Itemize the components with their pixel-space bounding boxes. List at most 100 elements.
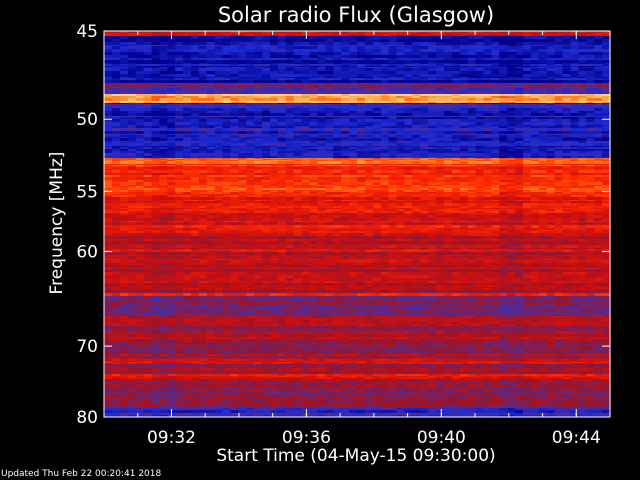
spectrogram-cell xyxy=(484,151,493,153)
spectrogram-cell xyxy=(215,164,224,165)
spectrogram-cell xyxy=(175,91,184,94)
spectrogram-cell xyxy=(547,135,556,137)
spectrogram-cell xyxy=(159,98,168,101)
spectrogram-cell xyxy=(302,60,311,63)
spectrogram-cell xyxy=(428,164,437,165)
spectrogram-cell xyxy=(175,33,184,34)
spectrogram-cell xyxy=(341,173,350,175)
spectrogram-cell xyxy=(594,159,603,160)
spectrogram-cell xyxy=(254,177,263,180)
spectrogram-cell xyxy=(207,74,216,77)
spectrogram-cell xyxy=(578,146,587,147)
spectrogram-cell xyxy=(531,134,540,135)
spectrogram-cell xyxy=(594,88,603,91)
spectrogram-cell xyxy=(563,101,572,102)
spectrogram-cell xyxy=(357,185,366,186)
spectrogram-cell xyxy=(563,186,572,188)
spectrogram-cell xyxy=(523,96,532,98)
spectrogram-cell xyxy=(586,137,595,138)
spectrogram-cell xyxy=(136,175,145,177)
spectrogram-cell xyxy=(452,63,461,64)
spectrogram-cell xyxy=(547,80,556,83)
spectrogram-cell xyxy=(144,91,153,94)
spectrogram-cell xyxy=(397,146,406,147)
spectrogram-cell xyxy=(357,94,366,96)
spectrogram-cell xyxy=(365,177,374,180)
spectrogram-cell xyxy=(278,34,287,36)
spectrogram-cell xyxy=(523,169,532,170)
spectrogram-cell xyxy=(570,151,579,153)
spectrogram-cell xyxy=(491,175,500,177)
spectrogram-cell xyxy=(539,164,548,165)
spectrogram-cell xyxy=(586,164,595,165)
spectrogram-cell xyxy=(317,104,326,106)
spectrogram-cell xyxy=(278,134,287,135)
spectrogram-cell xyxy=(207,113,216,116)
spectrogram-cell xyxy=(570,161,579,164)
spectrogram-cell xyxy=(444,153,453,156)
spectrogram-cell xyxy=(570,177,579,180)
spectrogram-cell xyxy=(428,46,437,49)
spectrogram-cell xyxy=(223,170,232,173)
spectrogram-cell xyxy=(452,131,461,134)
spectrogram-cell xyxy=(349,68,358,71)
spectrogram-cell xyxy=(570,94,579,96)
spectrogram-cell xyxy=(531,64,540,66)
spectrogram-cell xyxy=(286,143,295,146)
spectrogram-cell xyxy=(151,161,160,164)
spectrogram-cell xyxy=(444,83,453,85)
spectrogram-cell xyxy=(412,111,421,113)
spectrogram-cell xyxy=(412,55,421,58)
spectrogram-cell xyxy=(491,108,500,111)
spectrogram-cell xyxy=(167,137,176,138)
spectrogram-cell xyxy=(476,161,485,164)
spectrogram-cell xyxy=(246,175,255,177)
spectrogram-cell xyxy=(397,60,406,63)
spectrogram-cell xyxy=(262,77,271,78)
spectrogram-cell xyxy=(555,131,564,134)
spectrogram-cell xyxy=(104,68,113,71)
spectrogram-cell xyxy=(420,117,429,119)
spectrogram-cell xyxy=(357,156,366,158)
spectrogram-cell xyxy=(151,158,160,159)
spectrogram-cell xyxy=(476,116,485,117)
spectrogram-cell xyxy=(460,126,469,128)
spectrogram-cell xyxy=(602,175,611,177)
spectrogram-cell xyxy=(246,160,255,161)
spectrogram-cell xyxy=(104,177,113,180)
spectrogram-cell xyxy=(563,36,572,39)
spectrogram-cell xyxy=(167,88,176,91)
spectrogram-cell xyxy=(104,103,113,104)
spectrogram-cell xyxy=(246,135,255,137)
spectrogram-cell xyxy=(499,88,508,91)
spectrogram-cell xyxy=(570,182,579,185)
spectrogram-cell xyxy=(341,96,350,98)
spectrogram-cell xyxy=(310,36,319,39)
spectrogram-cell xyxy=(373,80,382,83)
spectrogram-cell xyxy=(476,108,485,111)
spectrogram-cell xyxy=(349,60,358,63)
spectrogram-cell xyxy=(333,159,342,160)
spectrogram-cell xyxy=(563,147,572,149)
spectrogram-cell xyxy=(191,66,200,67)
spectrogram-cell xyxy=(515,113,524,116)
spectrogram-cell xyxy=(136,131,145,134)
spectrogram-cell xyxy=(136,106,145,108)
spectrogram-cell xyxy=(539,167,548,169)
spectrogram-cell xyxy=(341,58,350,60)
spectrogram-cell xyxy=(531,67,540,68)
spectrogram-cell xyxy=(231,102,240,103)
spectrogram-cell xyxy=(246,122,255,125)
spectrogram-cell xyxy=(515,122,524,125)
spectrogram-cell xyxy=(397,66,406,67)
spectrogram-cell xyxy=(310,151,319,153)
spectrogram-cell xyxy=(183,151,192,153)
spectrogram-cell xyxy=(468,85,477,86)
spectrogram-cell xyxy=(586,39,595,42)
spectrogram-cell xyxy=(341,111,350,113)
spectrogram-cell xyxy=(159,116,168,117)
spectrogram-cell xyxy=(578,71,587,74)
spectrogram-cell xyxy=(468,36,477,39)
spectrogram-cell xyxy=(231,98,240,101)
spectrogram-cell xyxy=(357,68,366,71)
